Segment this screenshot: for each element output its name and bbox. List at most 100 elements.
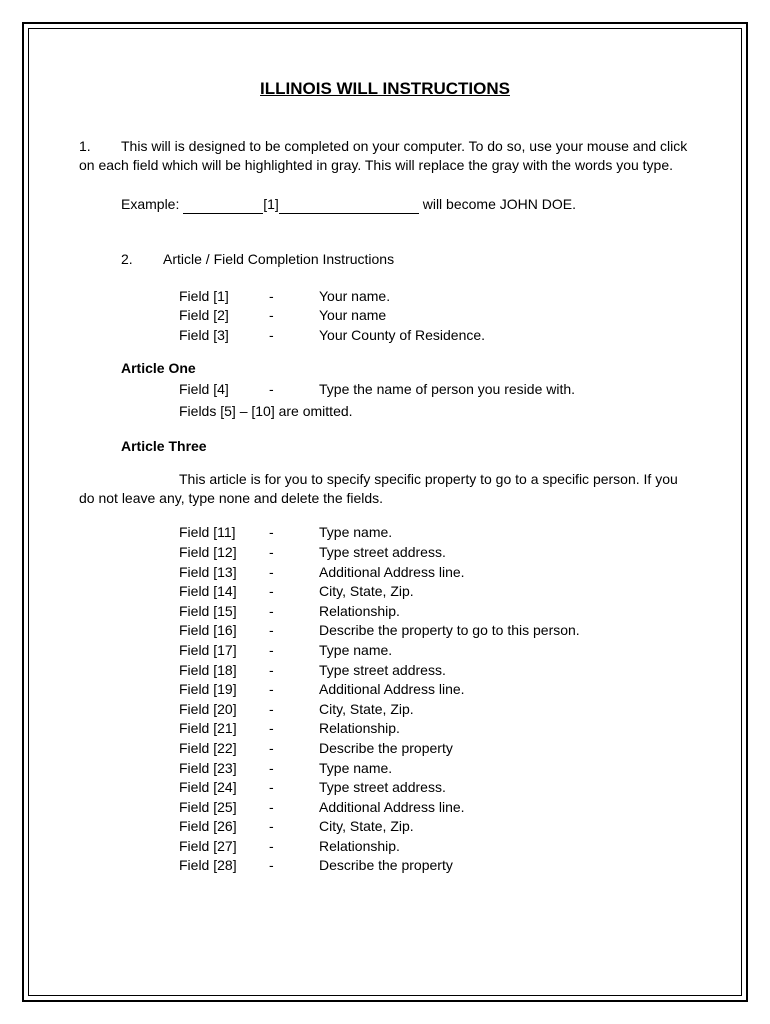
field-desc: Type name.: [319, 759, 691, 779]
field-row: Field [24]-Type street address.: [179, 778, 691, 798]
field-dash: -: [269, 817, 319, 837]
field-label: Field [1]: [179, 287, 269, 307]
field-desc: Type name.: [319, 641, 691, 661]
field-desc: Your name: [319, 306, 691, 326]
article-three-body: This article is for you to specify speci…: [79, 470, 691, 508]
field-label: Field [17]: [179, 641, 269, 661]
field-desc: City, State, Zip.: [319, 817, 691, 837]
field-desc: Additional Address line.: [319, 798, 691, 818]
field-row: Field [16]-Describe the property to go t…: [179, 621, 691, 641]
field-desc: Type the name of person you reside with.: [319, 380, 691, 400]
paragraph-1-num: 1.: [79, 137, 121, 156]
page-inner-border: ILLINOIS WILL INSTRUCTIONS 1.This will i…: [28, 28, 742, 996]
field-row: Field [21]-Relationship.: [179, 719, 691, 739]
field-row: Field [14]-City, State, Zip.: [179, 582, 691, 602]
field-dash: -: [269, 837, 319, 857]
field-row: Field [3]-Your County of Residence.: [179, 326, 691, 346]
example-blank-1: [183, 213, 263, 214]
field-desc: Describe the property: [319, 856, 691, 876]
document-content: 1.This will is designed to be completed …: [79, 137, 691, 876]
paragraph-1: 1.This will is designed to be completed …: [79, 137, 691, 175]
field-row: Field [13]-Additional Address line.: [179, 563, 691, 583]
article-three-fields-table: Field [11]-Type name.Field [12]-Type str…: [179, 523, 691, 876]
field-label: Field [3]: [179, 326, 269, 346]
field-row: Field [25]-Additional Address line.: [179, 798, 691, 818]
field-dash: -: [269, 563, 319, 583]
example-blank-2: [279, 213, 419, 214]
field-dash: -: [269, 680, 319, 700]
field-dash: -: [269, 719, 319, 739]
field-label: Field [14]: [179, 582, 269, 602]
field-row: Field [28]-Describe the property: [179, 856, 691, 876]
field-row: Field [17]-Type name.: [179, 641, 691, 661]
field-desc: Type name.: [319, 523, 691, 543]
field-dash: -: [269, 602, 319, 622]
field-label: Field [23]: [179, 759, 269, 779]
article-one-omitted: Fields [5] – [10] are omitted.: [179, 402, 691, 421]
field-row: Field [20]-City, State, Zip.: [179, 700, 691, 720]
field-dash: -: [269, 856, 319, 876]
example-row: Example: [1] will become JOHN DOE.: [121, 195, 691, 214]
field-label: Field [22]: [179, 739, 269, 759]
article-three-text: This article is for you to specify speci…: [79, 471, 678, 506]
field-row: Field [26]-City, State, Zip.: [179, 817, 691, 837]
field-label: Field [15]: [179, 602, 269, 622]
field-dash: -: [269, 798, 319, 818]
field-row: Field [22]-Describe the property: [179, 739, 691, 759]
field-label: Field [11]: [179, 523, 269, 543]
field-dash: -: [269, 582, 319, 602]
example-mid: [1]: [263, 196, 279, 212]
field-label: Field [2]: [179, 306, 269, 326]
field-desc: Relationship.: [319, 602, 691, 622]
field-label: Field [16]: [179, 621, 269, 641]
field-row: Field [18]-Type street address.: [179, 661, 691, 681]
field-dash: -: [269, 326, 319, 346]
article-three-heading: Article Three: [121, 437, 691, 456]
field-dash: -: [269, 661, 319, 681]
field-desc: Your County of Residence.: [319, 326, 691, 346]
field-dash: -: [269, 306, 319, 326]
paragraph-2-num: 2.: [121, 250, 163, 269]
field-dash: -: [269, 641, 319, 661]
field-label: Field [25]: [179, 798, 269, 818]
field-label: Field [27]: [179, 837, 269, 857]
article-one-fields: Field [4] - Type the name of person you …: [179, 380, 691, 400]
field-dash: -: [269, 380, 319, 400]
field-dash: -: [269, 700, 319, 720]
field-label: Field [24]: [179, 778, 269, 798]
field-desc: Relationship.: [319, 837, 691, 857]
example-label: Example:: [121, 196, 179, 212]
field-desc: Your name.: [319, 287, 691, 307]
example-tail: will become JOHN DOE.: [419, 196, 576, 212]
field-dash: -: [269, 523, 319, 543]
field-label: Field [28]: [179, 856, 269, 876]
field-row: Field [27]-Relationship.: [179, 837, 691, 857]
field-dash: -: [269, 287, 319, 307]
field-desc: Type street address.: [319, 778, 691, 798]
top-fields-table: Field [1]-Your name.Field [2]-Your nameF…: [179, 287, 691, 346]
document-title: ILLINOIS WILL INSTRUCTIONS: [79, 79, 691, 99]
field-label: Field [4]: [179, 380, 269, 400]
field-desc: Type street address.: [319, 661, 691, 681]
field-dash: -: [269, 739, 319, 759]
field-dash: -: [269, 759, 319, 779]
field-desc: Relationship.: [319, 719, 691, 739]
field-label: Field [20]: [179, 700, 269, 720]
field-label: Field [21]: [179, 719, 269, 739]
field-desc: City, State, Zip.: [319, 700, 691, 720]
field-row: Field [11]-Type name.: [179, 523, 691, 543]
field-row: Field [4] - Type the name of person you …: [179, 380, 691, 400]
field-desc: Describe the property: [319, 739, 691, 759]
field-row: Field [1]-Your name.: [179, 287, 691, 307]
field-row: Field [2]-Your name: [179, 306, 691, 326]
article-one-heading: Article One: [121, 359, 691, 378]
field-label: Field [13]: [179, 563, 269, 583]
field-dash: -: [269, 543, 319, 563]
field-desc: Describe the property to go to this pers…: [319, 621, 691, 641]
field-desc: Additional Address line.: [319, 563, 691, 583]
field-label: Field [26]: [179, 817, 269, 837]
field-row: Field [12]-Type street address.: [179, 543, 691, 563]
field-dash: -: [269, 778, 319, 798]
field-row: Field [15]-Relationship.: [179, 602, 691, 622]
field-row: Field [19]-Additional Address line.: [179, 680, 691, 700]
